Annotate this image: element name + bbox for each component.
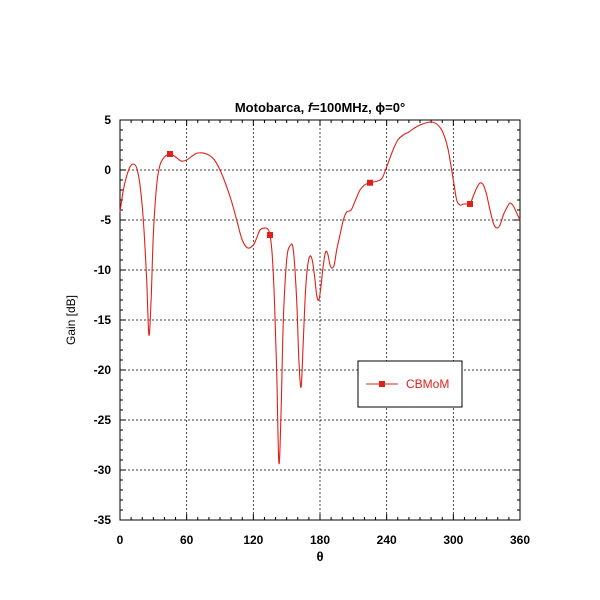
chart-title-suffix: =100MHz, ϕ=0° bbox=[312, 100, 405, 115]
x-tick-label: 0 bbox=[117, 533, 124, 547]
y-tick-label: -15 bbox=[94, 313, 112, 327]
series-marker bbox=[267, 232, 273, 238]
chart-title-f: f bbox=[308, 100, 314, 115]
legend-label: CBMoM bbox=[406, 377, 449, 391]
series-marker bbox=[467, 201, 473, 207]
series-layer bbox=[119, 121, 521, 465]
legend-marker bbox=[379, 381, 385, 387]
x-tick-label: 240 bbox=[377, 533, 397, 547]
y-tick-label: -25 bbox=[94, 413, 112, 427]
x-tick-label: 180 bbox=[310, 533, 330, 547]
x-tick-label: 60 bbox=[180, 533, 194, 547]
y-tick-label: -20 bbox=[94, 363, 112, 377]
series-marker bbox=[367, 179, 373, 186]
grid bbox=[120, 120, 520, 520]
y-axis-label: Gain [dB] bbox=[64, 295, 78, 345]
y-tick-label: -10 bbox=[94, 263, 112, 277]
y-tick-labels: 5 0 -5 -10 -15 -20 -25 -30 -35 bbox=[94, 113, 112, 527]
series-line-cbmom bbox=[119, 121, 521, 465]
y-tick-label: -30 bbox=[94, 463, 112, 477]
x-tick-label: 120 bbox=[243, 533, 263, 547]
y-tick-label: -5 bbox=[100, 213, 111, 227]
y-tick-label: 0 bbox=[104, 163, 111, 177]
chart-title-prefix: Motobarca, bbox=[235, 100, 308, 115]
x-axis-label: θ bbox=[316, 549, 323, 564]
x-tick-label: 300 bbox=[443, 533, 463, 547]
plot-frame bbox=[119, 119, 521, 521]
x-tick-label: 360 bbox=[510, 533, 530, 547]
x-tick-labels: 0 60 120 180 240 300 360 bbox=[117, 533, 531, 547]
legend: CBMoM bbox=[357, 360, 463, 408]
series-marker bbox=[167, 151, 173, 157]
y-tick-label: 5 bbox=[104, 113, 111, 127]
y-tick-label: -35 bbox=[94, 513, 112, 527]
chart-title: Motobarca, f=100MHz, ϕ=0° bbox=[235, 100, 405, 115]
